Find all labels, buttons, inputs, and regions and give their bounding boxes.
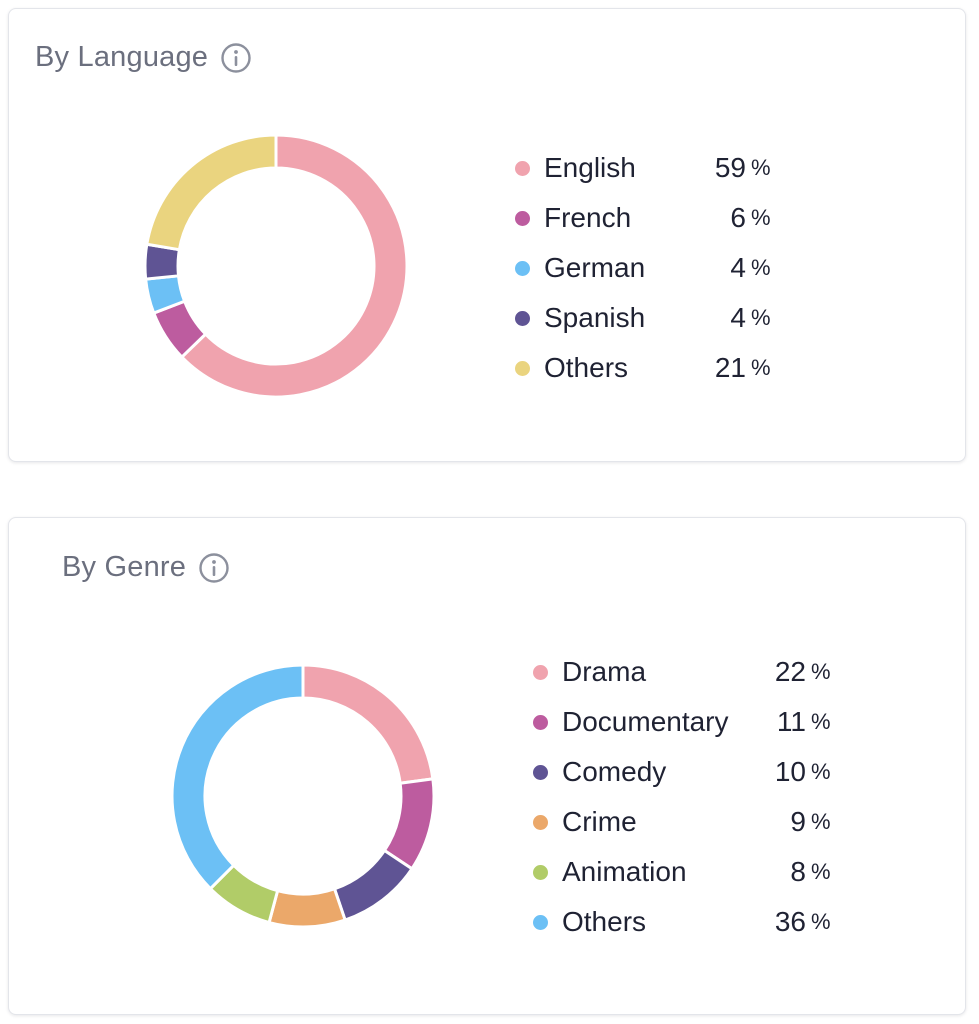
- legend-unit: %: [811, 759, 831, 784]
- language-card: By Language English 59% French 6% German 4% Sp…: [8, 8, 966, 462]
- legend-label: Crime: [562, 806, 637, 837]
- legend-label: Others: [562, 906, 647, 937]
- legend: Drama 22% Documentary 11% Comedy 10% Crime 9% An…: [533, 647, 831, 947]
- donut-slice-others[interactable]: [170, 663, 305, 891]
- donut-svg: [170, 663, 436, 929]
- legend-marker: [515, 260, 530, 276]
- legend-marker: [533, 714, 548, 730]
- info-icon[interactable]: [220, 42, 252, 74]
- legend-item-english[interactable]: English 59%: [515, 143, 771, 193]
- legend-item-crime[interactable]: Crime 9%: [533, 797, 831, 847]
- genre-card: By Genre Drama 22% Documentary 11% Comedy 10%…: [8, 517, 966, 1015]
- donut-slice-drama[interactable]: [301, 663, 435, 785]
- legend-marker: [515, 210, 530, 226]
- chart-title: By Genre: [62, 551, 187, 583]
- legend-item-drama[interactable]: Drama 22%: [533, 647, 831, 697]
- legend-label: Spanish: [544, 302, 646, 333]
- legend-marker: [515, 160, 530, 176]
- legend-unit: %: [811, 659, 831, 684]
- legend-label: Others: [544, 352, 629, 383]
- donut-slice-english[interactable]: [180, 133, 409, 399]
- legend-marker: [533, 914, 548, 930]
- donut-chart: [170, 663, 436, 929]
- legend-item-spanish[interactable]: Spanish 4%: [515, 293, 771, 343]
- legend-label: Comedy: [562, 756, 667, 787]
- donut-chart: [143, 133, 409, 399]
- legend-unit: %: [811, 809, 831, 834]
- legend-label: Drama: [562, 656, 647, 687]
- legend-marker: [515, 360, 530, 376]
- legend-label: French: [544, 202, 632, 233]
- legend-item-others[interactable]: Others 36%: [533, 897, 831, 947]
- legend-marker: [533, 664, 548, 680]
- legend: English 59% French 6% German 4% Spanish 4% Other…: [515, 143, 771, 393]
- legend-value: 59: [714, 152, 746, 183]
- legend-unit: %: [751, 205, 771, 230]
- legend-item-french[interactable]: French 6%: [515, 193, 771, 243]
- legend-marker: [533, 764, 548, 780]
- legend-item-animation[interactable]: Animation 8%: [533, 847, 831, 897]
- legend-marker: [515, 310, 530, 326]
- legend-unit: %: [751, 305, 771, 330]
- legend-unit: %: [751, 355, 771, 380]
- legend-item-documentary[interactable]: Documentary 11%: [533, 697, 831, 747]
- legend-value: 6: [730, 202, 746, 233]
- legend-item-comedy[interactable]: Comedy 10%: [533, 747, 831, 797]
- chart-title: By Language: [35, 41, 209, 73]
- legend-label: English: [544, 152, 636, 183]
- legend-label: Documentary: [562, 706, 729, 737]
- legend-label: Animation: [562, 856, 687, 887]
- donut-svg: [143, 133, 409, 399]
- legend-value: 10: [774, 756, 806, 787]
- legend-unit: %: [811, 909, 831, 934]
- legend-item-others[interactable]: Others 21%: [515, 343, 771, 393]
- info-icon[interactable]: [198, 552, 230, 584]
- legend-marker: [533, 814, 548, 830]
- legend-value: 4: [730, 302, 746, 333]
- donut-slice-others[interactable]: [145, 133, 278, 252]
- donut-slice-crime[interactable]: [267, 887, 347, 929]
- legend-marker: [533, 864, 548, 880]
- legend-value: 4: [730, 252, 746, 283]
- legend-item-german[interactable]: German 4%: [515, 243, 771, 293]
- legend-unit: %: [751, 255, 771, 280]
- legend-unit: %: [811, 709, 831, 734]
- legend-value: 21: [714, 352, 746, 383]
- legend-value: 11: [776, 706, 806, 737]
- card-header: By Language: [35, 41, 252, 74]
- donut-slice-comedy[interactable]: [333, 848, 414, 922]
- card-header: By Genre: [62, 551, 230, 584]
- legend-unit: %: [811, 859, 831, 884]
- legend-value: 22: [774, 656, 806, 687]
- legend-label: German: [544, 252, 646, 283]
- legend-unit: %: [751, 155, 771, 180]
- legend-value: 36: [774, 906, 806, 937]
- legend-value: 8: [790, 856, 806, 887]
- legend-value: 9: [790, 806, 806, 837]
